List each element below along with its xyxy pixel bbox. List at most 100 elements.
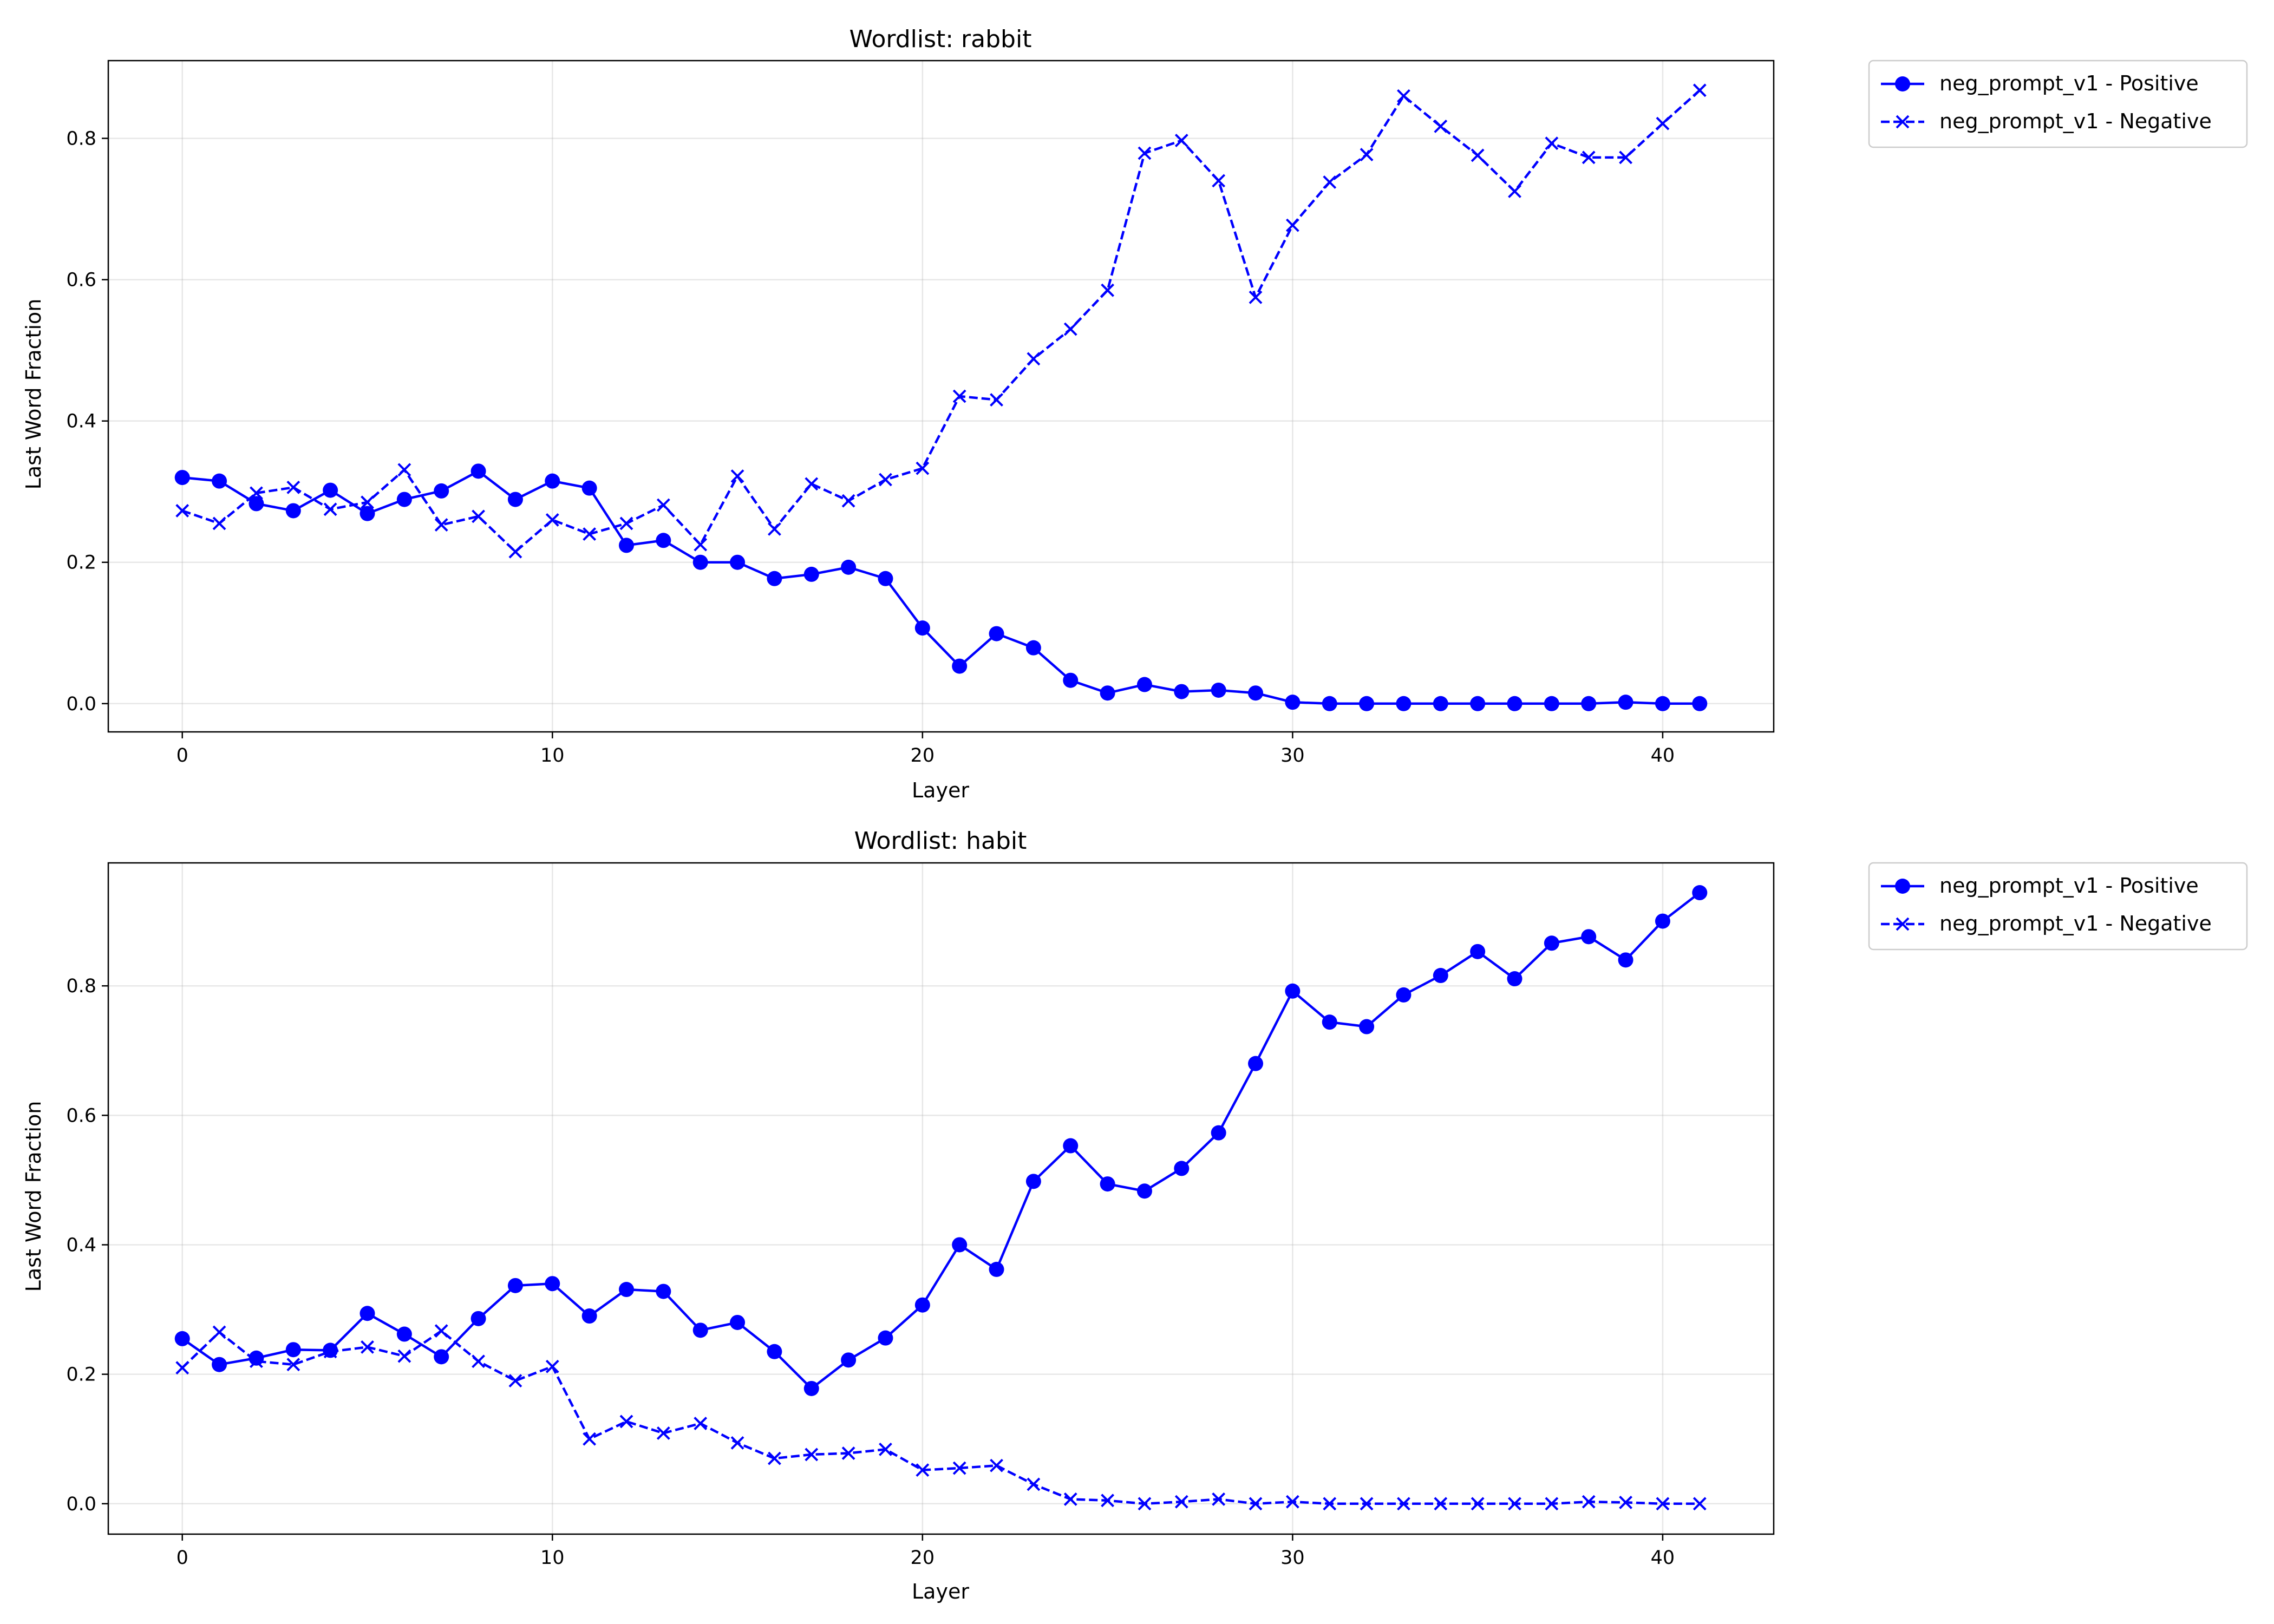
data-point	[1397, 89, 1410, 103]
data-point	[397, 1349, 411, 1363]
grid-lines	[108, 61, 1774, 732]
data-point	[508, 1374, 522, 1388]
data-point	[619, 1415, 633, 1429]
data-point	[1692, 885, 1708, 901]
data-point	[694, 538, 708, 552]
data-point	[1508, 1497, 1521, 1511]
data-point	[805, 1448, 819, 1462]
data-point	[361, 1340, 374, 1354]
y-ticks: 0.0 0.2 0.4 0.6 0.8	[66, 975, 108, 1515]
x-tick-label: 0	[177, 745, 188, 767]
legend-entry-label: neg_prompt_v1 - Negative	[1939, 109, 2212, 133]
data-point	[767, 522, 781, 536]
data-point	[1285, 983, 1301, 999]
data-point	[1025, 640, 1041, 656]
data-point	[841, 1352, 857, 1368]
data-point	[1025, 1174, 1041, 1189]
y-axis-label: Last Word Fraction	[22, 1101, 45, 1292]
data-point	[285, 1342, 301, 1358]
data-point	[692, 1322, 708, 1338]
data-point	[472, 1354, 485, 1368]
y-tick-label: 0.6	[66, 270, 96, 291]
data-point	[396, 1326, 412, 1342]
data-point	[1434, 119, 1448, 133]
data-point	[989, 1261, 1004, 1277]
data-point	[1323, 175, 1337, 189]
data-point	[1618, 695, 1633, 710]
data-point	[1285, 1495, 1299, 1509]
data-point	[1507, 971, 1522, 987]
data-point	[767, 571, 782, 586]
data-point	[1619, 1495, 1632, 1509]
data-point	[174, 1331, 190, 1346]
data-point	[656, 1284, 671, 1299]
data-point	[730, 1436, 744, 1450]
data-point	[1249, 1497, 1263, 1511]
data-point	[1360, 148, 1374, 162]
y-tick-label: 0.2	[66, 552, 96, 574]
data-point	[1693, 83, 1707, 97]
data-point	[1174, 134, 1188, 147]
data-point	[323, 502, 337, 516]
data-point	[1508, 185, 1521, 198]
chart-title: Wordlist: rabbit	[850, 25, 1032, 53]
data-point	[656, 533, 671, 548]
data-point	[250, 1354, 263, 1368]
legend-entry-label: neg_prompt_v1 - Positive	[1939, 874, 2199, 898]
data-point	[1138, 1497, 1152, 1511]
data-point	[1544, 696, 1559, 711]
y-tick-label: 0.4	[66, 1234, 96, 1256]
data-point	[1138, 146, 1152, 160]
data-point	[285, 503, 301, 519]
data-point	[803, 1380, 819, 1396]
data-point	[250, 486, 263, 500]
series-lines	[174, 885, 1708, 1511]
data-point	[1063, 1138, 1079, 1154]
data-point	[286, 1358, 300, 1372]
data-point	[916, 1463, 930, 1477]
data-point	[396, 492, 412, 507]
data-point	[360, 506, 375, 521]
data-point	[471, 1311, 486, 1326]
y-tick-label: 0.2	[66, 1364, 96, 1386]
data-point	[1618, 952, 1633, 968]
data-point	[1656, 116, 1670, 130]
data-point	[434, 1324, 448, 1338]
data-point	[545, 473, 560, 489]
data-point	[472, 509, 485, 523]
y-tick-label: 0.4	[66, 411, 96, 433]
data-point	[803, 566, 819, 582]
data-point	[507, 1278, 523, 1293]
data-point	[952, 1237, 968, 1253]
legend-swatch-marker	[1895, 879, 1910, 894]
data-point	[990, 393, 1003, 407]
data-point	[1285, 695, 1301, 710]
data-point	[1100, 685, 1115, 701]
x-ticks: 0 10 20 30 40	[177, 1534, 1675, 1569]
data-point	[249, 496, 264, 512]
data-point	[730, 469, 744, 483]
y-tick-label: 0.0	[66, 1494, 96, 1515]
data-point	[1582, 1495, 1596, 1509]
data-point	[1396, 696, 1412, 711]
data-point	[805, 477, 819, 491]
data-point	[656, 1426, 670, 1440]
data-point	[730, 1314, 746, 1330]
legend-entry-label: neg_prompt_v1 - Negative	[1939, 912, 2212, 935]
series-line-negative	[181, 1330, 1700, 1505]
data-point	[583, 527, 597, 541]
legend: neg_prompt_v1 - Positive neg_prompt_v1 - …	[1868, 60, 2248, 148]
data-point	[1063, 1492, 1077, 1506]
legend-box	[1868, 60, 2248, 148]
data-point	[434, 483, 449, 499]
data-point	[583, 1432, 597, 1446]
data-point	[1434, 1497, 1448, 1511]
data-point	[618, 1282, 634, 1298]
data-point	[730, 554, 746, 570]
data-point	[990, 1458, 1003, 1472]
data-point	[1692, 696, 1708, 711]
data-point	[841, 559, 857, 575]
legend-box	[1868, 862, 2248, 951]
data-point	[1100, 1176, 1115, 1192]
